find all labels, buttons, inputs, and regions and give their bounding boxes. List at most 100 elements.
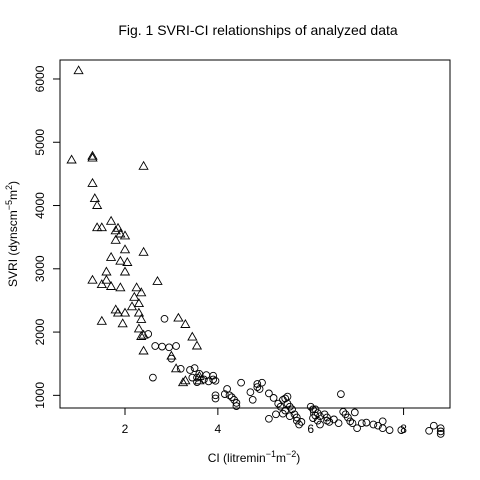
circle-point [346,417,355,426]
triangle-point [112,307,124,317]
circle-point [313,416,322,425]
triangle-point [119,266,131,276]
triangle-point [96,315,107,325]
triangle-point [87,177,98,187]
triangle-point [105,280,117,290]
triangle-point [122,256,133,266]
circle-point [248,395,257,404]
circle-point [253,380,262,388]
y-tick-label: 4000 [33,192,47,219]
y-tick-label: 6000 [33,65,47,92]
circle-point [285,402,294,411]
triangle-point [136,287,147,297]
circle-point [397,426,406,434]
circle-point [237,378,245,387]
circle-point [311,405,320,414]
circle-point [369,420,378,429]
triangle-point [170,363,182,373]
y-tick-label: 2000 [33,318,47,345]
triangle-point [133,323,145,333]
circle-point [295,420,303,429]
triangle-point [166,350,177,360]
triangle-point [105,215,117,225]
triangle-point [187,331,198,341]
circle-point [246,388,255,397]
chart-title: Fig. 1 SVRI-CI relationships of analyzed… [118,22,398,38]
circle-point [325,418,334,426]
circle-point [378,424,387,433]
y-axis-label: SVRI (dynscm−5m2) [4,181,20,287]
triangle-point [133,298,145,308]
triangle-point [87,274,98,284]
circle-point [269,394,278,402]
circle-point [186,366,194,374]
triangle-point [194,375,205,385]
circle-point [297,418,306,426]
circle-point [272,410,280,419]
circle-point [292,416,301,425]
circle-point [211,394,220,403]
circle-point [348,419,357,428]
triangle-point [117,318,128,328]
triangle-point [191,340,203,350]
triangle-point [119,244,131,254]
circle-point [425,426,433,435]
x-axis-label: CI (litremin−1m−2) [208,449,301,465]
circle-point [353,424,361,433]
triangle-point [138,345,149,355]
circle-point [232,402,241,410]
circle-point [165,343,173,352]
circle-point [292,413,301,422]
triangle-point [92,199,103,209]
circle-point [160,314,169,323]
circle-point [176,364,185,373]
triangle-point [96,279,107,289]
circle-point [362,418,371,427]
triangle-point [87,150,98,160]
triangle-point [138,160,149,170]
circle-point [209,371,218,380]
circle-point [374,421,382,430]
triangle-point [115,282,126,292]
x-tick-label: 4 [215,422,222,436]
circle-point [288,405,296,414]
triangle-point [136,330,147,340]
circle-point [339,407,348,416]
circle-point [227,393,236,402]
circle-point [276,402,285,411]
circle-point [232,399,241,407]
circle-point [357,419,366,428]
triangle-point [87,152,98,162]
circle-point [378,417,387,426]
circle-point [151,342,160,350]
circle-point [258,378,266,387]
y-axis: 1000 2000 3000 4000 5000 6000 [33,65,60,409]
circle-point [209,375,218,384]
circle-point [265,389,273,398]
triangle-point [101,274,112,284]
circle-point [316,420,324,429]
triangle-point [131,282,142,292]
circle-point [436,430,445,438]
circle-point [323,413,331,422]
circle-point [350,408,359,417]
circle-point [158,342,166,351]
circle-point [436,424,445,433]
circle-point [306,402,315,411]
circle-point [334,419,343,428]
circle-point [311,411,320,420]
triangle-point [115,255,126,265]
y-tick-label: 3000 [33,255,47,282]
x-tick-label: 2 [122,422,129,436]
circle-point [211,391,220,400]
triangle-point [180,375,191,385]
triangle-point [152,276,163,285]
circle-point [220,390,229,398]
triangle-point [96,222,107,232]
triangle-point [66,154,77,164]
circle-point [436,427,445,436]
circle-point [330,415,338,424]
triangle-point [73,65,84,75]
circle-point [279,409,287,418]
